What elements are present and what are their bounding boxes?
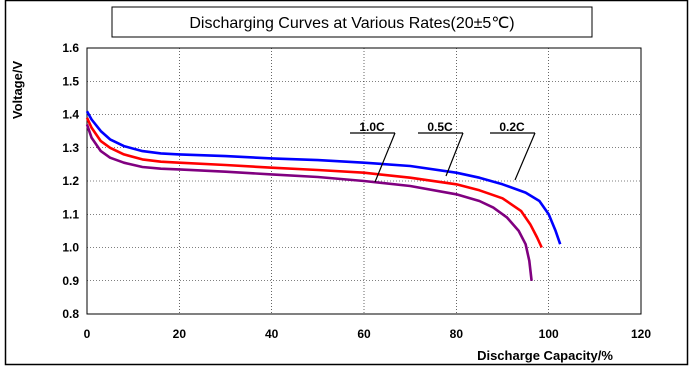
x-tick-label: 60 [357,327,371,341]
y-tick-label: 0.9 [62,274,79,288]
series-line-1-0C [85,124,533,281]
y-axis-ticks: 0.8 0.9 1.0 1.1 1.2 1.3 1.4 1.5 1.6 [62,41,79,321]
curve-label: 0.5C [427,120,453,134]
y-tick-label: 0.8 [62,307,79,321]
x-axis-label: Discharge Capacity/% [477,348,613,363]
y-tick-label: 1.5 [62,74,79,88]
y-tick-label: 1.2 [62,174,79,188]
chart-border [4,0,689,366]
x-axis-ticks: 0 20 40 60 80 100 120 [84,327,652,341]
x-tick-label: 100 [539,327,559,341]
x-tick-label: 40 [265,327,279,341]
series-lines [85,110,562,281]
leader-line [445,132,464,177]
curve-label: 1.0C [359,120,385,134]
x-tick-label: 120 [631,327,651,341]
x-tick-label: 0 [84,327,91,341]
y-tick-label: 1.0 [62,241,79,255]
annotations: 1.0C 0.5C 0.2C [350,120,536,183]
series-line-0-5C [85,117,543,249]
y-tick-label: 1.1 [62,207,79,221]
leader-line [374,132,396,183]
y-tick-label: 1.3 [62,141,79,155]
title-box [111,6,593,38]
curve-label: 0.2C [499,120,525,134]
y-tick-label: 1.6 [62,41,79,55]
y-axis-label: Voltage/V [10,61,25,120]
y-tick-label: 1.4 [62,108,79,122]
series-line-0-2C [85,110,562,245]
chart-title: Discharging Curves at Various Rates(20±5… [189,15,514,32]
x-tick-label: 20 [173,327,187,341]
x-tick-label: 80 [450,327,464,341]
leader-line [514,132,536,181]
